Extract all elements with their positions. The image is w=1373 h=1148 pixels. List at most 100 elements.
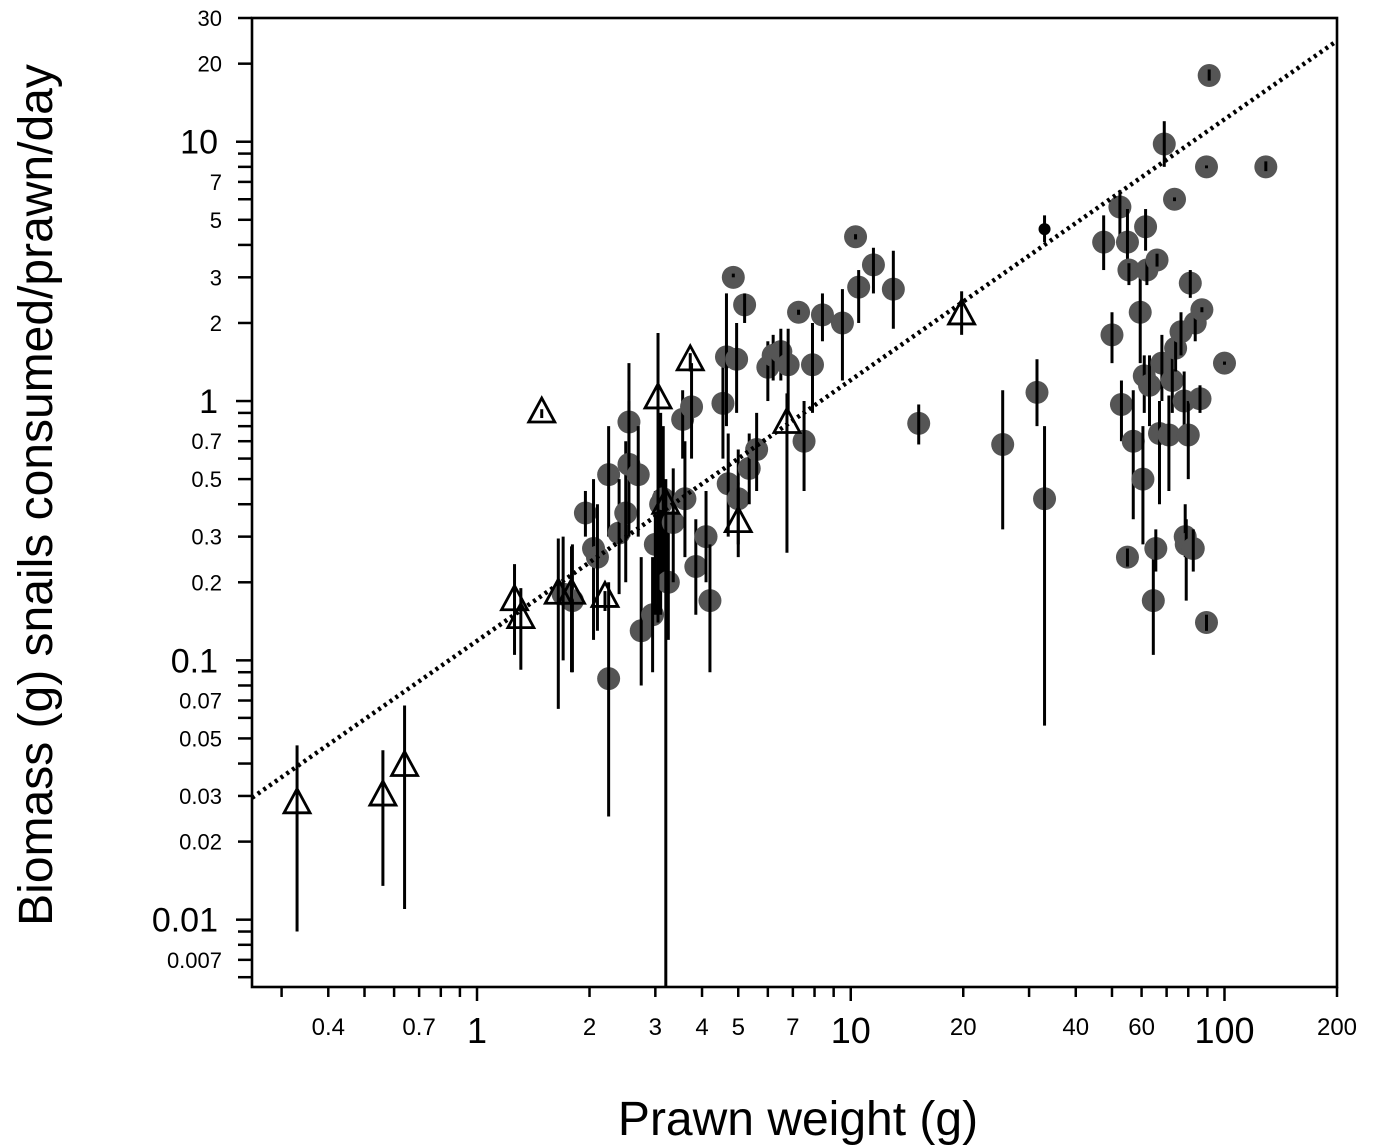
- x-axis-label: Prawn weight (g): [618, 1093, 978, 1146]
- y-axis-label: Biomass (g) snails consumed/prawn/day: [10, 64, 63, 926]
- data-point: [722, 488, 754, 558]
- x-tick-label: 20: [950, 1014, 977, 1041]
- x-tick-label: 1: [467, 1010, 487, 1051]
- data-point: [830, 289, 854, 381]
- data-point: [745, 412, 769, 491]
- data-point: [1134, 209, 1158, 251]
- data-point: [589, 579, 621, 612]
- data-point: [556, 546, 587, 673]
- data-point: [946, 291, 977, 335]
- data-point: [1188, 385, 1212, 413]
- data-point: [1128, 277, 1152, 364]
- x-tick-label: 40: [1062, 1014, 1089, 1041]
- data-point: [810, 293, 834, 342]
- point-marker-triangle: [946, 297, 977, 326]
- data-point: [626, 426, 650, 537]
- data-point: [1197, 64, 1221, 88]
- x-axis: 0.4 0.7 1 2 3 4 5 7 10 20 40 60 100 200: [280, 987, 1357, 1051]
- data-point: [1131, 426, 1155, 545]
- x-tick-label: 0.4: [312, 1014, 345, 1041]
- data-point: [991, 390, 1015, 530]
- data-point: [1137, 355, 1161, 427]
- data-point: [1092, 215, 1116, 271]
- y-tick-label: 2: [210, 311, 222, 336]
- point-marker-triangle: [505, 600, 537, 630]
- point-marker-triangle: [642, 380, 674, 410]
- data-point: [1212, 351, 1236, 375]
- fit-line-layer: [250, 38, 1339, 800]
- data-point: [844, 225, 868, 249]
- data-point: [505, 588, 537, 670]
- data-point: [1100, 312, 1124, 364]
- fit-line: [250, 38, 1339, 800]
- data-point: [733, 293, 757, 323]
- data-point: [281, 745, 313, 932]
- data-point: [650, 479, 682, 987]
- data-point: [1033, 426, 1057, 726]
- y-tick-label: 0.2: [191, 570, 222, 595]
- point-marker-triangle: [589, 579, 621, 608]
- data-point: [1163, 187, 1187, 211]
- data-point: [694, 490, 718, 583]
- y-tick-label: 10: [180, 124, 218, 162]
- y-tick-label: 0.5: [191, 467, 222, 492]
- data-point: [792, 401, 816, 491]
- data-point: [1194, 610, 1218, 634]
- data-point: [1190, 298, 1214, 322]
- data-point: [1194, 155, 1218, 179]
- y-tick-label: 20: [198, 52, 222, 77]
- x-tick-label: 100: [1194, 1010, 1254, 1051]
- data-point: [711, 355, 735, 459]
- y-tick-label: 1: [199, 383, 218, 421]
- data-point: [597, 426, 621, 537]
- data-point: [1254, 155, 1278, 179]
- data-point: [597, 582, 621, 817]
- data-layer: [281, 64, 1278, 987]
- data-point: [1176, 401, 1200, 480]
- data-point: [680, 363, 704, 459]
- x-tick-label: 10: [831, 1010, 871, 1051]
- data-point: [1145, 248, 1169, 272]
- data-point: [907, 404, 931, 445]
- data-point: [1038, 215, 1051, 243]
- data-point: [1108, 190, 1132, 240]
- data-point: [725, 322, 749, 413]
- data-point: [1144, 529, 1168, 572]
- x-tick-label: 0.7: [402, 1014, 435, 1041]
- data-point: [1117, 258, 1141, 286]
- plot-frame: [250, 16, 1339, 989]
- x-tick-label: 7: [786, 1014, 799, 1041]
- point-marker-triangle: [674, 342, 706, 372]
- point-marker-triangle: [556, 576, 587, 605]
- x-tick-label: 3: [649, 1014, 662, 1041]
- data-point: [1150, 334, 1174, 402]
- point-marker-dot: [1038, 223, 1051, 236]
- point-marker-triangle: [281, 785, 313, 815]
- y-tick-label: 0.7: [191, 429, 222, 454]
- data-point: [861, 247, 885, 294]
- data-point: [1025, 359, 1049, 427]
- data-point: [1157, 395, 1181, 491]
- y-tick-label: 0.02: [179, 830, 222, 855]
- data-point: [526, 395, 558, 424]
- point-marker-triangle: [650, 486, 682, 515]
- data-point: [389, 705, 420, 909]
- data-point: [698, 544, 722, 673]
- y-tick-label: 0.3: [191, 525, 222, 550]
- data-point: [573, 490, 597, 537]
- data-point: [367, 750, 399, 886]
- x-tick-label: 5: [732, 1014, 745, 1041]
- x-tick-label: 2: [583, 1014, 596, 1041]
- y-tick-label: 0.01: [152, 902, 218, 940]
- y-tick-label: 3: [210, 265, 222, 290]
- data-point: [642, 332, 674, 623]
- y-axis: 0.007 0.01 0.02 0.03 0.05 0.07 0.1 0.2 0.3 0.5 0.7…: [152, 6, 252, 979]
- y-tick-label: 30: [198, 6, 222, 31]
- data-point: [617, 401, 641, 459]
- data-point: [1178, 270, 1202, 298]
- data-point: [1115, 545, 1139, 569]
- data-point: [1121, 390, 1145, 520]
- data-point: [629, 557, 653, 686]
- data-point: [800, 322, 824, 413]
